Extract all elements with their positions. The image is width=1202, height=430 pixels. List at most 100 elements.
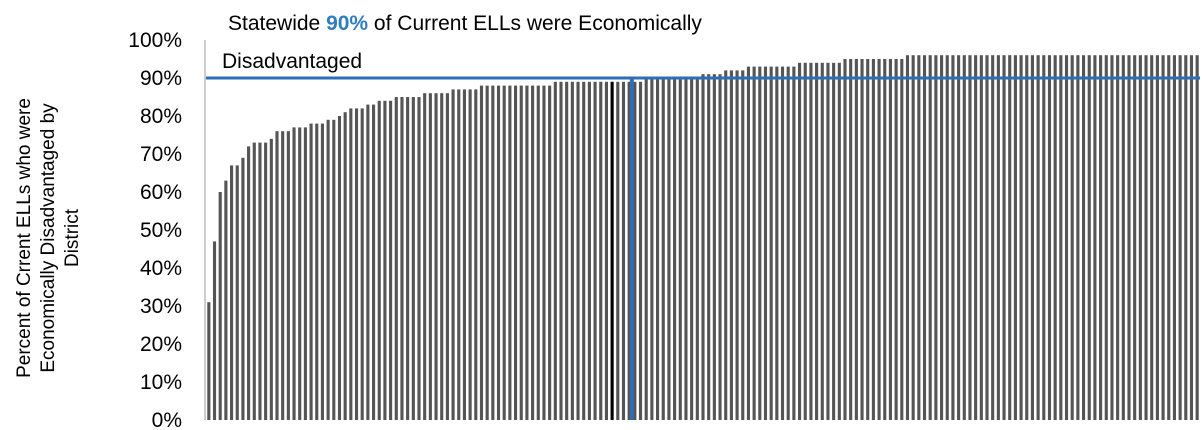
bar bbox=[247, 146, 251, 420]
bar bbox=[241, 157, 245, 421]
bar bbox=[1172, 55, 1176, 420]
bar bbox=[854, 59, 858, 420]
bar bbox=[1036, 55, 1040, 420]
bar bbox=[320, 123, 324, 420]
bar bbox=[303, 127, 307, 421]
bar bbox=[1127, 55, 1131, 420]
bar bbox=[798, 62, 802, 421]
bar bbox=[1150, 55, 1154, 420]
bar bbox=[974, 55, 978, 420]
bar bbox=[423, 93, 427, 420]
bar bbox=[656, 78, 660, 420]
bar bbox=[1161, 55, 1165, 420]
bar bbox=[1076, 55, 1080, 420]
bar bbox=[383, 100, 387, 421]
bar bbox=[644, 78, 648, 420]
bar bbox=[281, 131, 285, 420]
bar bbox=[678, 78, 682, 420]
bar bbox=[230, 165, 234, 420]
y-axis-label-line-1: Percent of Crrent ELLs who were bbox=[14, 98, 35, 378]
bar bbox=[474, 89, 478, 421]
y-tick-label: 40% bbox=[140, 257, 182, 280]
bar bbox=[695, 78, 699, 420]
bar bbox=[905, 55, 910, 420]
bar bbox=[258, 142, 262, 420]
bar bbox=[684, 78, 688, 420]
bar bbox=[951, 55, 955, 420]
bar bbox=[542, 85, 546, 420]
bar bbox=[587, 81, 591, 421]
bar bbox=[440, 93, 444, 420]
bar bbox=[803, 62, 807, 421]
bar bbox=[218, 192, 222, 420]
bar bbox=[1042, 55, 1046, 420]
bar bbox=[514, 85, 518, 420]
y-tick-label: 50% bbox=[140, 219, 182, 242]
annotation-highlight: 90% bbox=[326, 12, 368, 35]
bar bbox=[1144, 55, 1148, 420]
bar bbox=[888, 59, 892, 420]
bar bbox=[1184, 55, 1188, 420]
bar bbox=[809, 62, 813, 421]
bar bbox=[650, 78, 654, 420]
bar bbox=[565, 81, 569, 421]
bar bbox=[1019, 55, 1023, 420]
bar bbox=[792, 66, 796, 420]
bar bbox=[417, 97, 421, 420]
bar bbox=[701, 74, 705, 420]
bar bbox=[519, 85, 523, 420]
bar bbox=[712, 74, 716, 420]
bar bbox=[508, 85, 512, 420]
y-tick-label: 0% bbox=[152, 409, 182, 430]
bar bbox=[582, 81, 586, 421]
bar bbox=[269, 138, 273, 421]
bar bbox=[627, 81, 631, 421]
bar bbox=[1093, 55, 1097, 420]
bar bbox=[996, 55, 1000, 420]
bar bbox=[616, 81, 620, 421]
bar bbox=[922, 55, 927, 420]
bar bbox=[894, 59, 898, 420]
bar bbox=[900, 59, 904, 420]
bar bbox=[1189, 55, 1194, 420]
bar bbox=[570, 81, 574, 421]
bar bbox=[849, 59, 853, 420]
bar bbox=[496, 85, 501, 420]
bar bbox=[1030, 55, 1034, 420]
bar bbox=[826, 62, 830, 421]
bar bbox=[940, 55, 944, 420]
bar bbox=[724, 70, 728, 421]
bar bbox=[372, 104, 376, 420]
bar bbox=[332, 119, 336, 421]
bar bbox=[979, 55, 983, 420]
bar bbox=[843, 59, 847, 420]
bar bbox=[752, 66, 756, 420]
bar bbox=[934, 55, 938, 420]
bar bbox=[1087, 55, 1091, 420]
bar bbox=[985, 55, 989, 420]
bar bbox=[1059, 55, 1063, 420]
bar bbox=[531, 85, 535, 420]
bar bbox=[337, 116, 342, 420]
bar bbox=[360, 108, 364, 421]
bar bbox=[815, 62, 819, 421]
bar bbox=[991, 55, 995, 420]
bar bbox=[406, 97, 410, 420]
annotation-line-2: Disadvantaged bbox=[222, 50, 362, 73]
bar bbox=[1064, 55, 1069, 420]
bar bbox=[445, 93, 449, 420]
bar bbox=[224, 180, 228, 420]
y-tick-label: 30% bbox=[140, 295, 182, 318]
bar bbox=[1070, 55, 1074, 420]
bar bbox=[604, 81, 608, 421]
bar bbox=[786, 66, 790, 420]
bar bbox=[525, 85, 529, 420]
bar bbox=[411, 97, 415, 420]
y-axis-label: Percent of Crrent ELLs who were Economic… bbox=[14, 98, 83, 378]
bar bbox=[235, 165, 239, 420]
bar bbox=[559, 81, 563, 421]
bar bbox=[621, 81, 626, 421]
bar bbox=[667, 78, 671, 420]
bar bbox=[1121, 55, 1125, 420]
bar bbox=[917, 55, 921, 420]
